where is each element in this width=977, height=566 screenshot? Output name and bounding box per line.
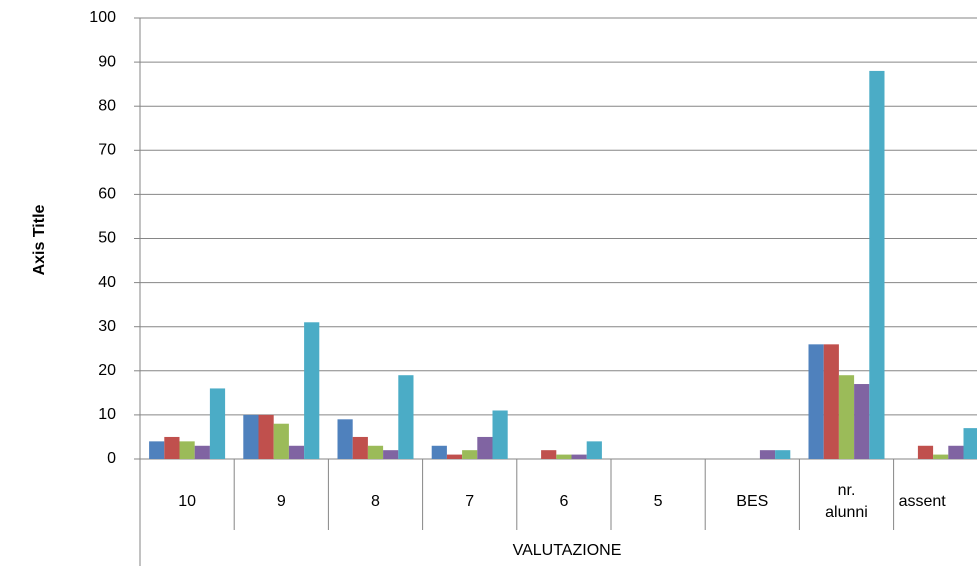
bar (823, 344, 839, 459)
y-tick-label: 90 (98, 53, 116, 70)
bar (431, 445, 447, 459)
x-tick-label: 8 (371, 493, 380, 510)
bar (194, 445, 210, 459)
bar (367, 445, 384, 459)
bar (571, 454, 587, 459)
bar (209, 388, 226, 459)
bar (352, 436, 368, 459)
bar (492, 410, 508, 459)
bar (775, 450, 791, 459)
x-tick-label: BES (736, 493, 769, 510)
bar (556, 454, 572, 459)
bar (869, 70, 885, 460)
y-axis-title: Axis Title (31, 204, 48, 275)
bar (179, 441, 195, 459)
bar (446, 454, 463, 459)
x-tick-label: nr. alunni (825, 482, 868, 521)
bar (948, 445, 964, 459)
bar (149, 441, 165, 459)
x-tick-label: 10 (178, 493, 196, 510)
x-tick-label: 7 (465, 493, 475, 510)
y-tick-label: 70 (98, 142, 116, 159)
bar (164, 436, 180, 459)
y-tick-label: 50 (98, 230, 116, 247)
bar (933, 454, 949, 459)
x-axis-title: VALUTAZIONE (513, 542, 622, 559)
y-tick-label: 0 (107, 450, 116, 467)
bar (586, 441, 602, 459)
bar (304, 322, 320, 459)
bar (243, 414, 259, 459)
bar (838, 375, 855, 459)
bar (383, 450, 399, 459)
y-tick-label: 30 (98, 318, 116, 335)
bar (258, 414, 274, 459)
bar (759, 450, 776, 459)
x-tick-label: assent (898, 493, 946, 510)
bar (917, 445, 934, 459)
bar (541, 450, 557, 459)
bar (854, 384, 870, 459)
x-tick-label: 9 (276, 493, 286, 510)
bar (288, 445, 305, 459)
y-tick-label: 20 (98, 362, 116, 379)
y-tick-label: 80 (98, 97, 116, 114)
y-tick-label: 100 (89, 9, 116, 26)
bar (273, 423, 289, 459)
y-tick-label: 40 (98, 274, 116, 291)
bar (462, 450, 478, 459)
bar (477, 436, 493, 459)
x-tick-label: 5 (653, 493, 663, 510)
bar (398, 375, 414, 459)
x-tick-label: 6 (559, 493, 569, 510)
bar (337, 419, 353, 459)
y-tick-label: 60 (98, 186, 116, 203)
bar (808, 344, 824, 459)
y-tick-label: 10 (98, 406, 116, 423)
bar (963, 428, 977, 459)
